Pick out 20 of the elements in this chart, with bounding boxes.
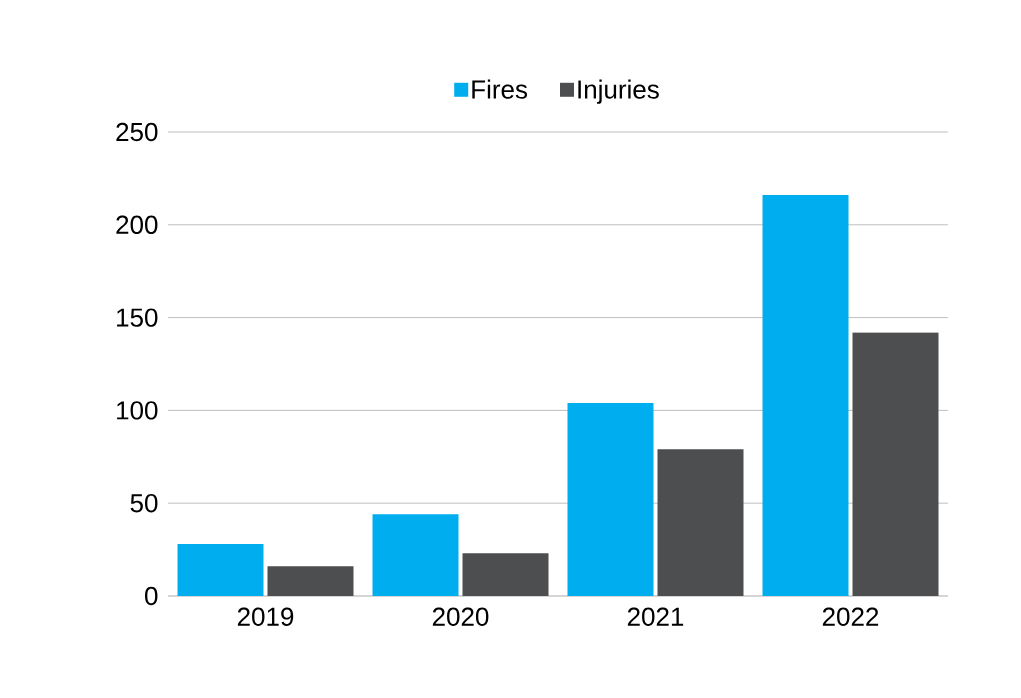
x-tick-label: 2019	[237, 607, 294, 626]
y-tick-label: 100	[117, 401, 158, 420]
bar	[177, 544, 264, 596]
bar	[762, 195, 849, 596]
bar	[372, 514, 459, 596]
y-tick-label: 50	[130, 493, 158, 513]
legend-label: Fires	[472, 79, 528, 99]
y-tick-label: 0	[145, 586, 158, 606]
x-tick-label: 2020	[432, 607, 489, 626]
y-tick-label: 250	[116, 122, 158, 142]
bar	[657, 449, 744, 596]
x-tick-label: 2022	[822, 607, 879, 626]
legend-label: Injuries	[578, 79, 659, 104]
bar	[267, 566, 354, 596]
bar	[852, 332, 939, 596]
y-tick-label: 150	[117, 308, 158, 327]
bar	[462, 553, 549, 596]
bar	[567, 402, 654, 596]
y-tick-label: 200	[116, 215, 158, 234]
x-tick-label: 2021	[627, 607, 684, 626]
